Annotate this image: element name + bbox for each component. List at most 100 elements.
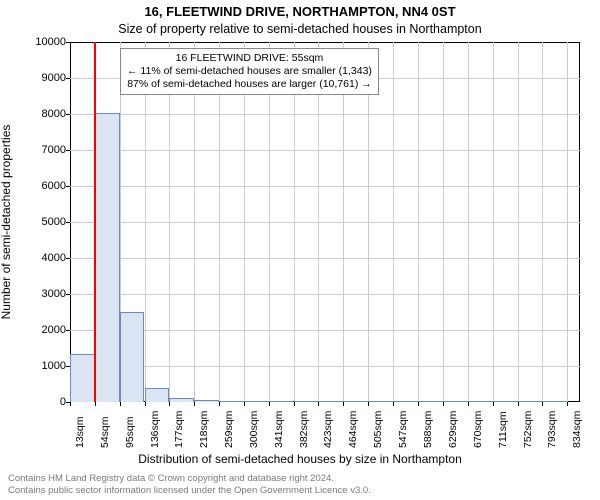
- x-tick-label: 670sqm: [472, 411, 484, 448]
- y-tick-mark: [66, 186, 70, 187]
- x-tick-label: 136sqm: [149, 411, 161, 448]
- x-tick-label: 547sqm: [397, 411, 409, 448]
- y-tick-mark: [66, 150, 70, 151]
- x-tick-mark: [393, 402, 394, 406]
- grid-line-h: [70, 114, 580, 115]
- grid-line-v: [169, 42, 170, 402]
- y-tick-mark: [66, 42, 70, 43]
- grid-line-h: [70, 330, 580, 331]
- x-tick-label: 341sqm: [273, 411, 285, 448]
- histogram-bar: [368, 401, 393, 402]
- x-tick-label: 95sqm: [124, 416, 136, 448]
- y-tick-label: 8000: [6, 108, 66, 120]
- histogram-bar: [95, 113, 120, 402]
- grid-line-h: [70, 366, 580, 367]
- grid-line-h: [70, 294, 580, 295]
- y-tick-mark: [66, 294, 70, 295]
- grid-line-h: [70, 258, 580, 259]
- x-tick-mark: [567, 402, 568, 406]
- grid-line-v: [418, 42, 419, 402]
- x-tick-mark: [95, 402, 96, 406]
- y-tick-label: 0: [6, 396, 66, 408]
- y-tick-label: 1000: [6, 360, 66, 372]
- chart-title-sub: Size of property relative to semi-detach…: [0, 22, 600, 36]
- x-tick-mark: [368, 402, 369, 406]
- x-tick-mark: [120, 402, 121, 406]
- x-tick-mark: [418, 402, 419, 406]
- x-tick-label: 218sqm: [198, 411, 210, 448]
- annotation-line: 16 FLEETWIND DRIVE: 55sqm: [127, 52, 372, 65]
- grid-line-v: [368, 42, 369, 402]
- histogram-bar: [120, 312, 145, 402]
- histogram-bar: [542, 401, 567, 402]
- y-tick-label: 4000: [6, 252, 66, 264]
- x-tick-mark: [542, 402, 543, 406]
- x-tick-label: 752sqm: [522, 411, 534, 448]
- grid-line-v: [567, 42, 568, 402]
- x-tick-mark: [343, 402, 344, 406]
- y-tick-mark: [66, 366, 70, 367]
- histogram-bar: [468, 401, 493, 402]
- histogram-bar: [244, 401, 269, 402]
- y-tick-label: 2000: [6, 324, 66, 336]
- annotation-box: 16 FLEETWIND DRIVE: 55sqm← 11% of semi-d…: [120, 48, 379, 95]
- x-tick-label: 629sqm: [447, 411, 459, 448]
- grid-line-v: [493, 42, 494, 402]
- histogram-bar: [294, 401, 319, 402]
- grid-line-v: [443, 42, 444, 402]
- histogram-bar: [393, 401, 418, 402]
- histogram-chart: 16, FLEETWIND DRIVE, NORTHAMPTON, NN4 0S…: [0, 0, 600, 500]
- x-tick-mark: [318, 402, 319, 406]
- grid-line-h: [70, 150, 580, 151]
- grid-line-v: [343, 42, 344, 402]
- grid-line-h: [70, 186, 580, 187]
- x-tick-mark: [70, 402, 71, 406]
- grid-line-h: [70, 222, 580, 223]
- x-axis-label: Distribution of semi-detached houses by …: [0, 452, 600, 466]
- x-tick-label: 711sqm: [497, 411, 509, 448]
- footer-line-1: Contains HM Land Registry data © Crown c…: [8, 473, 592, 484]
- y-tick-mark: [66, 222, 70, 223]
- histogram-bar: [518, 401, 543, 402]
- grid-line-v: [518, 42, 519, 402]
- grid-line-v: [244, 42, 245, 402]
- x-tick-mark: [244, 402, 245, 406]
- x-tick-label: 505sqm: [372, 411, 384, 448]
- x-tick-label: 464sqm: [347, 411, 359, 448]
- y-tick-label: 3000: [6, 288, 66, 300]
- footer-line-2: Contains public sector information licen…: [8, 485, 592, 496]
- x-tick-mark: [518, 402, 519, 406]
- grid-line-v: [145, 42, 146, 402]
- plot-area: 16 FLEETWIND DRIVE: 55sqm← 11% of semi-d…: [70, 42, 580, 402]
- y-tick-label: 7000: [6, 144, 66, 156]
- grid-line-v: [219, 42, 220, 402]
- grid-line-v: [318, 42, 319, 402]
- annotation-line: 87% of semi-detached houses are larger (…: [127, 78, 372, 91]
- histogram-bar: [145, 388, 170, 402]
- x-tick-mark: [468, 402, 469, 406]
- x-tick-label: 13sqm: [74, 416, 86, 448]
- histogram-bar: [169, 398, 194, 402]
- histogram-bar: [194, 400, 219, 402]
- histogram-bar: [318, 401, 343, 402]
- annotation-line: ← 11% of semi-detached houses are smalle…: [127, 65, 372, 78]
- histogram-bar: [219, 401, 244, 402]
- grid-line-v: [393, 42, 394, 402]
- y-tick-mark: [66, 330, 70, 331]
- y-tick-label: 6000: [6, 180, 66, 192]
- grid-line-v: [542, 42, 543, 402]
- reference-line: [94, 42, 96, 402]
- x-tick-label: 793sqm: [546, 411, 558, 448]
- x-tick-label: 177sqm: [173, 411, 185, 448]
- x-tick-mark: [194, 402, 195, 406]
- y-tick-mark: [66, 78, 70, 79]
- grid-line-v: [269, 42, 270, 402]
- x-tick-label: 834sqm: [571, 411, 583, 448]
- y-tick-mark: [66, 258, 70, 259]
- y-tick-label: 9000: [6, 72, 66, 84]
- histogram-bar: [418, 401, 443, 402]
- x-tick-label: 588sqm: [422, 411, 434, 448]
- histogram-bar: [443, 401, 468, 402]
- grid-line-v: [194, 42, 195, 402]
- x-tick-mark: [493, 402, 494, 406]
